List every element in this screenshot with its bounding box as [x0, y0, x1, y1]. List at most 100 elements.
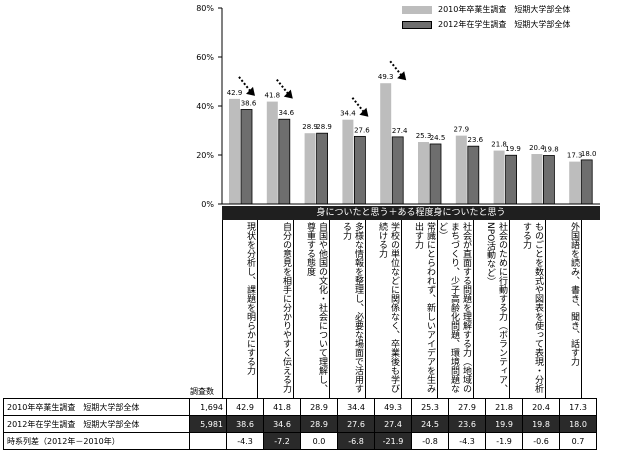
table-cell: 49.3: [374, 398, 412, 416]
table-cell: 25.3: [411, 398, 449, 416]
table-row: 2012年在学生調査 短期大学部全体 5,981 38.6 34.6 28.9 …: [3, 415, 597, 433]
category-label: 社会が直面する問題を理解する力（地域のまちづくり、少子高齢化問題、環境問題など）: [438, 220, 474, 398]
bar-2012: [316, 132, 329, 205]
sample-count: [189, 432, 227, 450]
row-label: 時系列差（2012年－2010年）: [3, 432, 190, 450]
arrow-head: [397, 71, 407, 81]
data-label-2010: 49.3: [378, 73, 394, 81]
y-tick-label: 0%: [201, 200, 214, 209]
data-label-2012: 27.6: [354, 126, 370, 134]
category-label: 常識にとらわれず、新しいアイデアを生み出す力: [402, 220, 438, 398]
bar-2012: [505, 154, 518, 205]
sample-count: 1,694: [189, 398, 227, 416]
table-row-diff: 時系列差（2012年－2010年） -4.3 -7.2 0.0 -6.8 -21…: [3, 432, 597, 450]
data-label-2010: 17.3: [567, 152, 583, 160]
diff-cell: -4.3: [448, 432, 486, 450]
table-cell: 27.4: [374, 415, 412, 433]
data-label-2012: 23.6: [468, 136, 484, 144]
table-cell: 27.6: [337, 415, 375, 433]
row-label: 2010年卒業生調査 短期大学部全体: [3, 398, 190, 416]
category-label: 社会のために行動する力（ボランティア、NPO活動など）: [474, 220, 510, 398]
diff-cell: -21.9: [374, 432, 412, 450]
table-cell: 28.9: [300, 398, 338, 416]
decrease-arrow: [389, 60, 403, 77]
diff-cell: 0.7: [559, 432, 597, 450]
diff-cell: -4.3: [226, 432, 264, 450]
diff-cell: -7.2: [263, 432, 301, 450]
category-label: 学校の単位などに関係なく、卒業後も学び続ける力: [366, 220, 402, 398]
data-label-2010: 25.3: [416, 132, 432, 140]
data-label-2012: 28.9: [316, 123, 332, 131]
category-banner: 身についたと思う＋ある程度身についたと思う: [222, 206, 600, 220]
bar-2010: [569, 161, 581, 204]
bar-2012: [580, 159, 593, 205]
table-cell: 38.6: [226, 415, 264, 433]
table-cell: 23.6: [448, 415, 486, 433]
category-label: 外国語を読み、書き、聞き、話す力: [546, 220, 582, 398]
data-label-2012: 38.6: [241, 99, 257, 107]
table-cell: 27.9: [448, 398, 486, 416]
data-table: 2010年卒業生調査 短期大学部全体 1,694 42.9 41.8 28.9 …: [3, 398, 597, 450]
bar-2010: [455, 135, 467, 204]
bar-2012: [278, 118, 291, 205]
table-cell: 42.9: [226, 398, 264, 416]
row-label: 2012年在学生調査 短期大学部全体: [3, 415, 190, 433]
bar-2012: [467, 145, 480, 205]
diff-cell: 0.0: [300, 432, 338, 450]
bar-2010: [493, 150, 505, 204]
category-label: 現状を分析し、課題を明らかにする力: [222, 220, 258, 398]
diff-cell: -0.8: [411, 432, 449, 450]
bar-2012: [391, 136, 404, 205]
decrease-arrow: [238, 76, 252, 93]
diff-cell: -6.8: [337, 432, 375, 450]
decrease-arrow: [351, 97, 366, 114]
y-tick-label: 20%: [196, 151, 214, 160]
count-header: 調査数: [190, 387, 214, 396]
table-cell: 20.4: [522, 398, 560, 416]
bar-chart: 0% 20% 40% 60% 80% 42.9 38.6 41.8 34.6 28.928.9 34…: [196, 4, 600, 209]
arrow-head: [283, 89, 293, 99]
legend-swatch-2010: [402, 5, 432, 14]
arrow-head: [359, 107, 369, 117]
bar-2010: [229, 98, 240, 204]
sample-count: 5,981: [189, 415, 227, 433]
data-label-2012: 19.9: [505, 145, 521, 153]
data-label-2010: 41.8: [265, 92, 281, 100]
bar-2012: [353, 135, 366, 205]
legend-label-2012: 2012年在学生調査 短期大学部全体: [438, 19, 571, 29]
data-label-2012: 18.0: [581, 150, 597, 158]
data-label-2012: 34.6: [279, 109, 295, 117]
y-tick-label: 40%: [196, 102, 214, 111]
table-cell: 19.9: [485, 415, 523, 433]
table-cell: 28.9: [300, 415, 338, 433]
legend-item-2012: 2012年在学生調査 短期大学部全体: [402, 17, 570, 32]
table-cell: 18.0: [559, 415, 597, 433]
bar-2010: [380, 83, 392, 204]
data-label-2012: 24.5: [430, 134, 446, 142]
data-label-2010: 21.8: [491, 141, 507, 149]
table-cell: 24.5: [411, 415, 449, 433]
y-tick-label: 60%: [196, 53, 214, 62]
table-cell: 19.8: [522, 415, 560, 433]
category-label: 自分の意見を相手に分かりやすく伝える力: [258, 220, 294, 398]
table-cell: 21.8: [485, 398, 523, 416]
diff-cell: -1.9: [485, 432, 523, 450]
legend-swatch-2012: [402, 20, 432, 29]
table-cell: 41.8: [263, 398, 301, 416]
arrow-head: [246, 86, 255, 96]
legend: 2010年卒業生調査 短期大学部全体 2012年在学生調査 短期大学部全体: [402, 2, 570, 32]
bar-2010: [418, 142, 429, 204]
table-cell: 34.6: [263, 415, 301, 433]
data-label-2012: 19.8: [543, 145, 559, 153]
diff-cell: -0.6: [522, 432, 560, 450]
bar-2012: [543, 155, 555, 205]
y-tick-label: 80%: [196, 4, 214, 13]
data-label-2010: 34.4: [340, 110, 356, 118]
data-label-2010: 28.9: [302, 123, 318, 131]
bar-2010: [531, 154, 543, 204]
bar-2012: [240, 109, 253, 205]
category-label: 自国や他国の文化・社会について理解し、尊重する態度: [294, 220, 330, 398]
table-cell: 17.3: [559, 398, 597, 416]
table-row: 2010年卒業生調査 短期大学部全体 1,694 42.9 41.8 28.9 …: [3, 398, 597, 416]
data-label-2010: 42.9: [227, 89, 243, 97]
